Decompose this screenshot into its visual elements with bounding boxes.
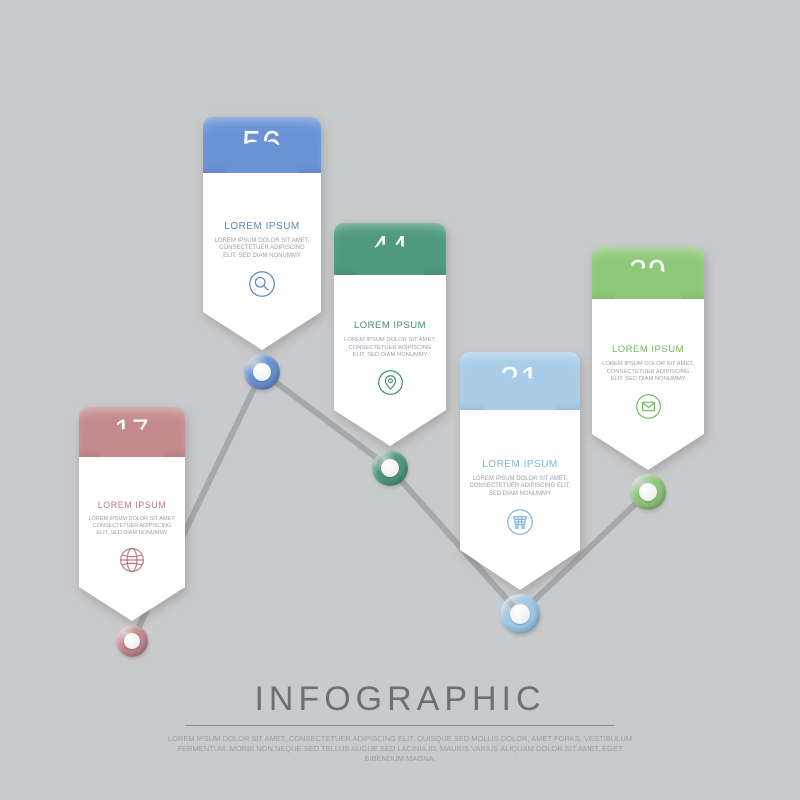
card-paragraph: LOREM IPSUM DOLOR SIT AMET, CONSECTETUER…	[342, 337, 437, 359]
card-value: 44	[334, 229, 446, 266]
infographic-stage: 17 LOREM IPSUM LOREM IPSUM DOLOR SIT AMET,…	[0, 0, 800, 800]
card-value: 56	[203, 124, 321, 163]
card-body: LOREM IPSUM LOREM IPSUM DOLOR SIT AMET, C…	[460, 410, 580, 550]
card-icon-wrap	[592, 393, 704, 420]
card-tab: 21	[460, 352, 580, 410]
card-body: LOREM IPSUM LOREM IPSUM DOLOR SIT AMET, C…	[592, 299, 704, 434]
card-value: 39	[592, 253, 704, 290]
info-card-1: 17 LOREM IPSUM LOREM IPSUM DOLOR SIT AMET,…	[79, 407, 185, 621]
info-card-2: 56 LOREM IPSUM LOREM IPSUM DOLOR SIT AMET,…	[203, 117, 321, 350]
card-heading: LOREM IPSUM	[592, 344, 704, 355]
mail-icon	[635, 393, 662, 420]
info-card-3: 44 LOREM IPSUM LOREM IPSUM DOLOR SIT AMET,…	[334, 223, 446, 446]
card-tab: 17	[79, 407, 185, 457]
card-body: LOREM IPSUM LOREM IPSUM DOLOR SIT AMET, C…	[203, 173, 321, 312]
cart-icon	[506, 508, 534, 536]
card-heading: LOREM IPSUM	[334, 320, 446, 331]
card-arrow	[592, 434, 704, 470]
card-icon-wrap	[79, 547, 185, 573]
card-icon-wrap	[460, 508, 580, 536]
chart-node-inner	[381, 459, 399, 477]
title-block: INFOGRAPHIC LOREM IPSUM DOLOR SIT AMET, C…	[160, 680, 640, 764]
card-arrow	[203, 312, 321, 350]
chart-node-5	[630, 474, 666, 510]
card-paragraph: LOREM IPSUM DOLOR SIT AMET, CONSECTETUER…	[212, 238, 312, 261]
card-value: 17	[79, 414, 185, 448]
card-heading: LOREM IPSUM	[203, 221, 321, 232]
card-body: LOREM IPSUM LOREM IPSUM DOLOR SIT AMET, C…	[334, 275, 446, 410]
chart-node-inner	[124, 633, 140, 649]
chart-node-1	[116, 625, 148, 657]
card-tab: 39	[592, 247, 704, 299]
card-arrow	[460, 550, 580, 590]
card-value: 21	[460, 360, 580, 399]
chart-node-4	[500, 594, 540, 634]
card-body: LOREM IPSUM LOREM IPSUM DOLOR SIT AMET, C…	[79, 457, 185, 587]
pin-icon	[377, 369, 404, 396]
card-tab: 56	[203, 117, 321, 173]
globe-icon	[119, 547, 145, 573]
card-arrow	[79, 587, 185, 621]
card-heading: LOREM IPSUM	[79, 500, 185, 510]
search-icon	[248, 270, 276, 298]
chart-node-inner	[253, 363, 271, 381]
chart-node-inner	[639, 483, 657, 501]
chart-node-inner	[510, 604, 530, 624]
card-heading: LOREM IPSUM	[460, 459, 580, 470]
card-icon-wrap	[203, 270, 321, 298]
card-paragraph: LOREM IPSUM DOLOR SIT AMET, CONSECTETUER…	[600, 361, 695, 383]
info-card-5: 39 LOREM IPSUM LOREM IPSUM DOLOR SIT AMET,…	[592, 247, 704, 470]
title-rule	[185, 725, 615, 726]
card-tab: 44	[334, 223, 446, 275]
chart-node-2	[244, 354, 280, 390]
card-icon-wrap	[334, 369, 446, 396]
info-card-4: 21 LOREM IPSUM LOREM IPSUM DOLOR SIT AMET,…	[460, 352, 580, 590]
page-title: INFOGRAPHIC	[160, 680, 640, 719]
subtitle-text: LOREM IPSUM DOLOR SIT AMET, CONSECTETUER…	[160, 734, 640, 764]
card-paragraph: LOREM IPSUM DOLOR SIT AMET, CONSECTETUER…	[469, 476, 571, 499]
card-arrow	[334, 410, 446, 446]
chart-node-3	[372, 450, 408, 486]
card-paragraph: LOREM IPSUM DOLOR SIT AMET, CONSECTETUER…	[87, 516, 177, 537]
